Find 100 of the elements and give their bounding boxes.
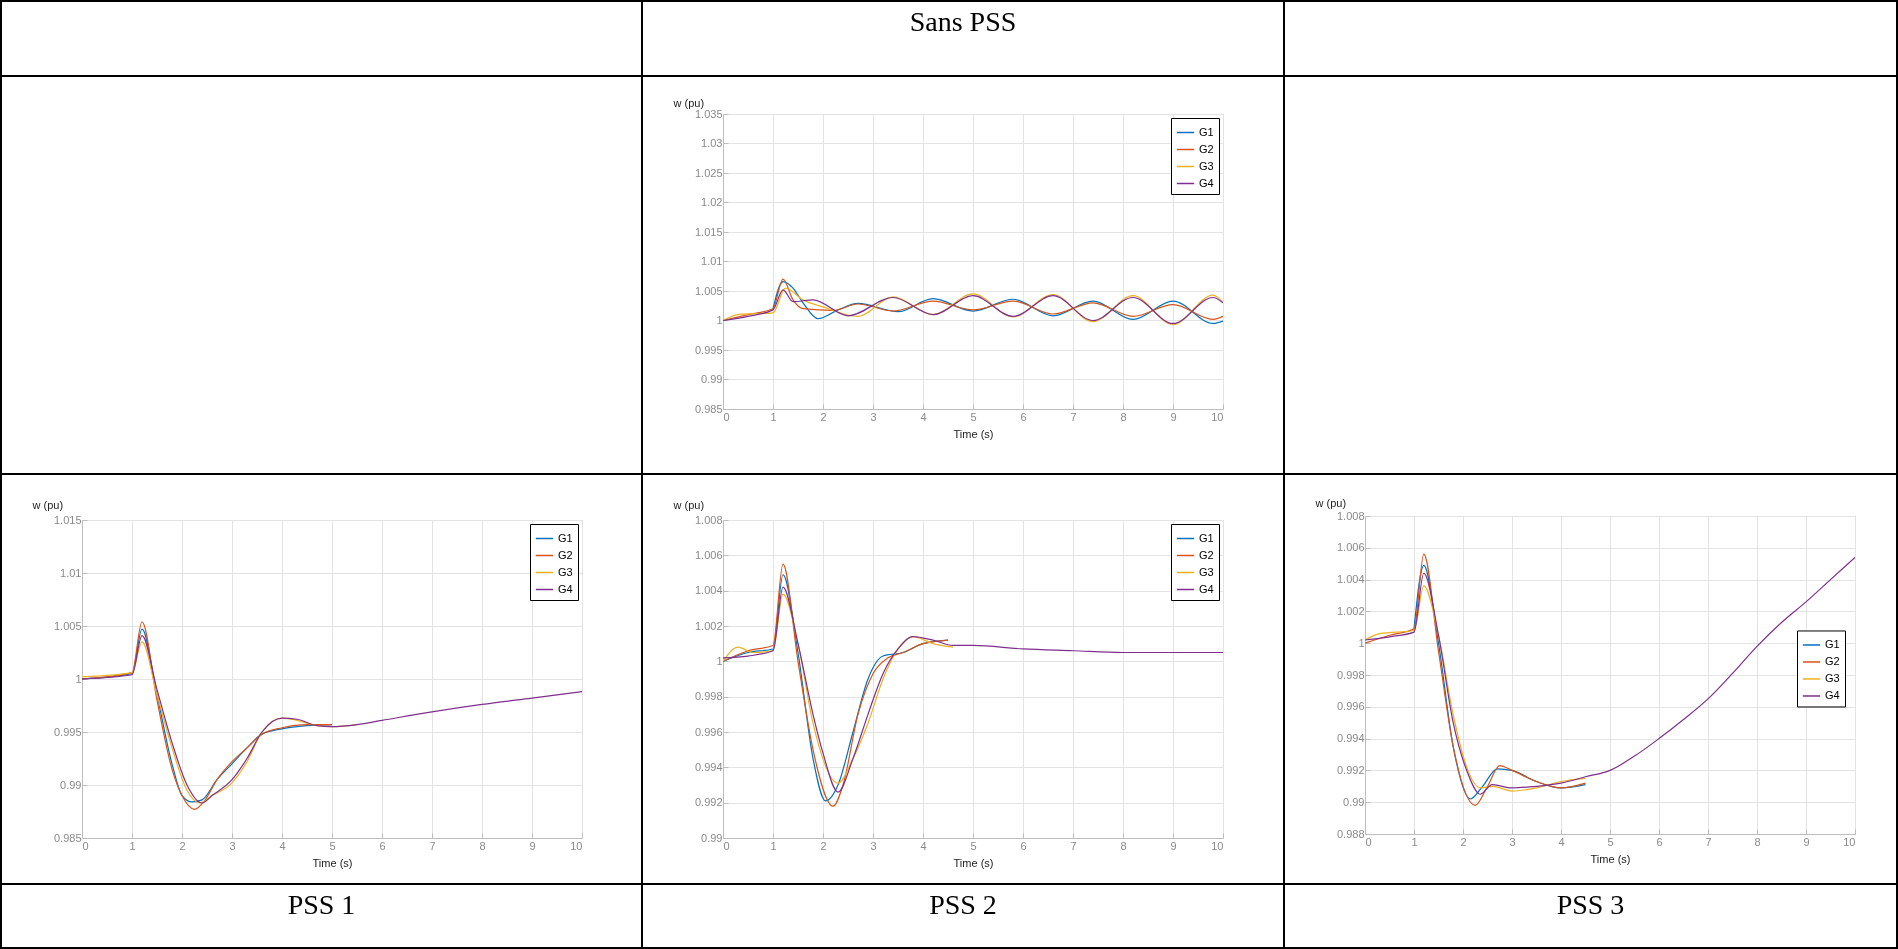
text: PSS 1 xyxy=(1,884,642,948)
x-axis-title: Time (s) xyxy=(1590,852,1631,865)
y-tick-label: 0.985 xyxy=(53,831,82,844)
x-tick-label: 10 xyxy=(570,839,583,852)
x-tick-label: 6 xyxy=(1020,410,1027,423)
line-series xyxy=(1365,553,1587,806)
x-tick-label: 2 xyxy=(1460,835,1467,848)
y-tick-label: 1 xyxy=(716,654,723,667)
y-tick-label: 0.988 xyxy=(1336,827,1365,840)
x-tick-label: 3 xyxy=(229,839,236,852)
text: PSS 3 xyxy=(1284,884,1897,948)
x-tick-label: 1 xyxy=(770,410,777,423)
x-tick-label: 5 xyxy=(1607,835,1614,848)
x-tick-label: 2 xyxy=(179,839,186,852)
y-tick-label: 1.008 xyxy=(1336,509,1365,522)
x-tick-label: 10 xyxy=(1843,835,1856,848)
y-tick-label: 1.015 xyxy=(694,225,723,238)
x-tick-label: 7 xyxy=(1070,410,1077,423)
y-tick-label: 1 xyxy=(716,314,723,326)
legend-label: G1 xyxy=(1199,531,1214,544)
y-tick-label: 0.996 xyxy=(694,725,723,738)
legend-label: G4 xyxy=(1199,582,1214,595)
x-tick-label: 4 xyxy=(920,839,927,852)
line-series xyxy=(723,586,1223,793)
x-axis-title: Time (s) xyxy=(953,856,994,869)
x-tick-label: 10 xyxy=(1211,839,1224,852)
legend-label: G2 xyxy=(1199,142,1214,155)
x-tick-label: 7 xyxy=(1705,835,1712,848)
x-tick-label: 2 xyxy=(820,410,827,423)
y-axis-title: w (pu) xyxy=(672,498,705,511)
legend-label: G3 xyxy=(1199,159,1214,172)
y-tick-label: 1.03 xyxy=(701,137,723,149)
x-tick-label: 2 xyxy=(820,839,827,852)
x-tick-label: 1 xyxy=(1411,835,1418,848)
y-tick-label: 0.992 xyxy=(694,796,723,809)
line-series xyxy=(82,634,582,804)
x-tick-label: 10 xyxy=(1211,410,1224,423)
legend-label: G3 xyxy=(1199,565,1214,578)
y-tick-label: 0.996 xyxy=(1336,700,1365,713)
legend-label: G4 xyxy=(1199,176,1214,189)
x-tick-label: 1 xyxy=(770,839,777,852)
x-tick-label: 6 xyxy=(1656,835,1663,848)
line-series xyxy=(1365,585,1587,792)
y-tick-label: 1 xyxy=(75,672,82,685)
legend-label: G1 xyxy=(558,531,573,544)
y-tick-label: 0.995 xyxy=(53,725,82,738)
y-axis-title: w (pu) xyxy=(672,96,705,109)
y-tick-label: 1.005 xyxy=(53,619,82,632)
x-tick-label: 0 xyxy=(1365,835,1372,848)
x-tick-label: 4 xyxy=(279,839,286,852)
x-tick-label: 6 xyxy=(379,839,386,852)
legend-label: G2 xyxy=(1825,654,1840,667)
legend-label: G1 xyxy=(1199,125,1214,138)
line-series xyxy=(723,593,954,784)
y-tick-label: 0.998 xyxy=(694,690,723,703)
legend-label: G4 xyxy=(558,582,573,595)
y-tick-label: 1.004 xyxy=(694,584,723,597)
legend-label: G3 xyxy=(1825,671,1840,684)
y-tick-label: 0.994 xyxy=(694,760,723,773)
x-tick-label: 3 xyxy=(870,410,877,423)
legend-label: G2 xyxy=(558,548,573,561)
x-tick-label: 8 xyxy=(479,839,486,852)
x-tick-label: 3 xyxy=(1509,835,1516,848)
chart-title: Sans PSS xyxy=(642,1,1284,76)
x-tick-label: 4 xyxy=(1558,835,1565,848)
y-tick-label: 1.006 xyxy=(694,548,723,561)
x-tick-label: 0 xyxy=(723,839,730,852)
x-tick-label: 5 xyxy=(970,839,977,852)
y-tick-label: 1.02 xyxy=(701,196,723,208)
legend-label: G3 xyxy=(558,565,573,578)
x-tick-label: 4 xyxy=(920,410,927,423)
x-tick-label: 7 xyxy=(429,839,436,852)
x-tick-label: 9 xyxy=(1170,839,1177,852)
y-tick-label: 1.025 xyxy=(694,166,723,179)
x-axis-title: Time (s) xyxy=(953,427,994,440)
x-tick-label: 9 xyxy=(1170,410,1177,423)
y-tick-label: 1.006 xyxy=(1336,541,1365,554)
y-tick-label: 1.035 xyxy=(694,107,723,120)
x-tick-label: 8 xyxy=(1120,839,1127,852)
y-tick-label: 0.992 xyxy=(1336,763,1365,776)
y-tick-label: 0.998 xyxy=(1336,668,1365,681)
y-tick-label: 0.99 xyxy=(701,831,723,844)
y-tick-label: 0.99 xyxy=(1343,795,1365,808)
y-tick-label: 1.002 xyxy=(1336,604,1365,617)
x-tick-label: 3 xyxy=(870,839,877,852)
x-tick-label: 9 xyxy=(529,839,536,852)
y-tick-label: 0.995 xyxy=(694,343,723,356)
y-tick-label: 1.004 xyxy=(1336,573,1365,586)
x-axis-title: Time (s) xyxy=(312,856,353,869)
legend-label: G1 xyxy=(1825,637,1840,650)
text: PSS 2 xyxy=(642,884,1284,948)
x-tick-label: 5 xyxy=(329,839,336,852)
y-tick-label: 0.994 xyxy=(1336,732,1365,745)
x-tick-label: 5 xyxy=(970,410,977,423)
line-series xyxy=(1365,556,1855,795)
x-tick-label: 1 xyxy=(129,839,136,852)
y-axis-title: w (pu) xyxy=(1314,496,1347,509)
y-tick-label: 1.01 xyxy=(60,566,82,579)
legend-label: G2 xyxy=(1199,548,1214,561)
x-tick-label: 6 xyxy=(1020,839,1027,852)
